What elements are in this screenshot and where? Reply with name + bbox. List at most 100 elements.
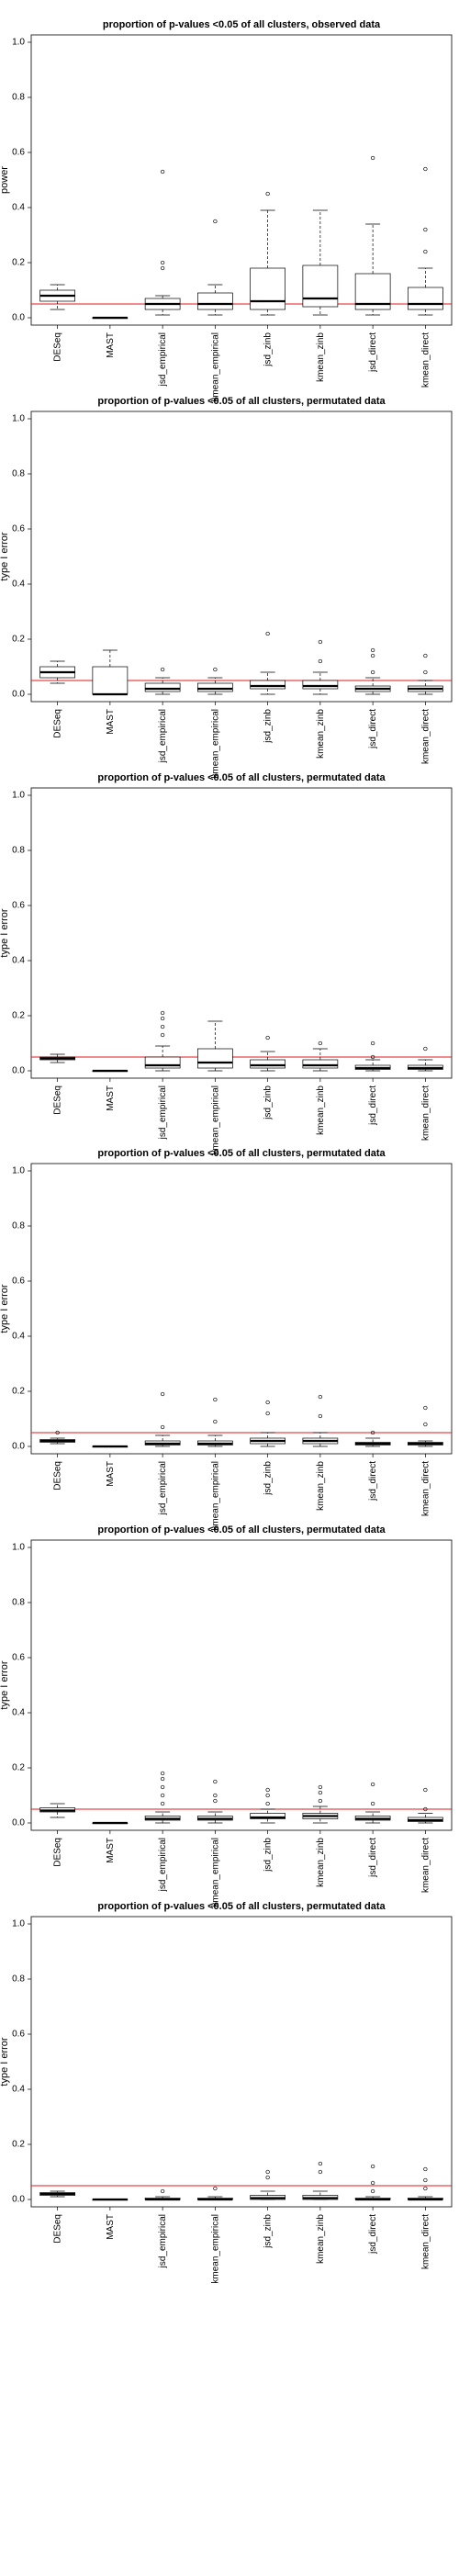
box-kmean_zinb xyxy=(302,1784,339,1824)
outlier-point xyxy=(265,631,270,636)
plot-frame xyxy=(30,411,453,703)
box-iqr xyxy=(250,267,285,310)
outlier-point xyxy=(423,669,428,675)
box-jsd_direct xyxy=(354,1782,391,1824)
outlier-point xyxy=(318,639,323,645)
x-tick-label: DESeq xyxy=(53,332,63,362)
outlier-point xyxy=(370,1041,375,1046)
outlier-point xyxy=(318,1790,323,1795)
x-tick-label: jsd_zinb xyxy=(263,709,274,744)
box-kmean_empirical xyxy=(197,667,233,695)
outlier-point xyxy=(423,653,428,658)
box-kmean_direct xyxy=(408,1405,443,1447)
y-axis-label: power xyxy=(0,166,10,194)
outlier-point xyxy=(423,1046,428,1052)
box-jsd_empirical xyxy=(144,1771,181,1824)
x-tick-label: DESeq xyxy=(53,1461,63,1490)
y-tick-label: 0.2 xyxy=(12,1763,25,1773)
box-DESeq xyxy=(39,660,75,684)
y-tick-label: 0.6 xyxy=(12,1653,25,1663)
y-tick-label: 1.0 xyxy=(12,791,25,801)
outlier-point xyxy=(160,1391,165,1397)
y-tick-label: 0.8 xyxy=(12,469,25,479)
outlier-point xyxy=(318,1041,323,1046)
y-axis-label: type I error xyxy=(0,1284,10,1333)
box-iqr xyxy=(302,680,339,690)
outlier-point xyxy=(213,1779,218,1784)
box-jsd_direct xyxy=(354,155,391,316)
x-tick-label: kmean_zinb xyxy=(316,709,326,759)
x-tick-label: kmean_zinb xyxy=(316,1461,326,1511)
outlier-point xyxy=(160,260,165,265)
outlier-point xyxy=(370,1430,375,1435)
outlier-point xyxy=(318,1413,323,1419)
outlier-point xyxy=(213,219,218,224)
plot-frame xyxy=(30,34,453,326)
x-tick-label: jsd_empirical xyxy=(158,1086,168,1140)
outlier-point xyxy=(160,169,165,174)
box-kmean_zinb xyxy=(302,639,339,695)
outlier-point xyxy=(370,1782,375,1787)
box-iqr xyxy=(197,682,233,692)
y-axis-label: type I error xyxy=(0,908,10,958)
chart-panel: proportion of p-values <0.05 of all clus… xyxy=(0,1524,453,1907)
x-tick-label: jsd_zinb xyxy=(263,2214,274,2249)
chart-panel: proportion of p-values <0.05 of all clus… xyxy=(0,19,453,402)
x-tick-label: kmean_empirical xyxy=(210,1838,220,1907)
outlier-point xyxy=(423,2186,428,2191)
outlier-point xyxy=(160,1032,165,1038)
outlier-point xyxy=(423,1787,428,1793)
x-tick-label: DESeq xyxy=(53,1838,63,1867)
x-tick-label: kmean_direct xyxy=(420,709,431,764)
chart-title: proportion of p-values <0.05 of all clus… xyxy=(97,396,386,407)
x-tick-label: MAST xyxy=(106,709,116,735)
box-jsd_empirical xyxy=(144,667,181,695)
chart-title: proportion of p-values <0.05 of all clus… xyxy=(97,1148,386,1159)
outlier-point xyxy=(423,1405,428,1411)
outlier-point xyxy=(160,667,165,672)
x-tick-label: kmean_direct xyxy=(420,1838,431,1893)
x-tick-label: jsd_empirical xyxy=(158,1838,168,1892)
box-MAST xyxy=(92,2198,129,2201)
outlier-point xyxy=(370,653,375,658)
outlier-point xyxy=(213,667,218,672)
outlier-point xyxy=(318,2169,323,2175)
y-tick-label: 0.0 xyxy=(12,313,25,323)
x-tick-label: kmean_empirical xyxy=(210,1086,220,1155)
box-jsd_direct xyxy=(354,1430,391,1447)
x-tick-label: jsd_zinb xyxy=(263,332,274,367)
box-jsd_zinb xyxy=(250,1400,285,1447)
x-tick-label: jsd_empirical xyxy=(158,2214,168,2268)
outlier-point xyxy=(160,1016,165,1021)
x-tick-label: jsd_empirical xyxy=(158,709,168,763)
y-tick-label: 0.4 xyxy=(12,956,25,966)
x-tick-label: DESeq xyxy=(53,2214,63,2244)
outlier-point xyxy=(370,2180,375,2186)
box-kmean_empirical xyxy=(197,1397,233,1447)
y-tick-label: 0.6 xyxy=(12,148,25,158)
x-tick-label: DESeq xyxy=(53,709,63,738)
outlier-point xyxy=(370,669,375,675)
y-tick-label: 0.6 xyxy=(12,524,25,534)
chart-panel: proportion of p-values <0.05 of all clus… xyxy=(0,396,453,779)
box-DESeq xyxy=(39,1430,75,1445)
box-jsd_zinb xyxy=(250,191,285,316)
x-tick-label: DESeq xyxy=(53,1086,63,1115)
y-tick-label: 0.8 xyxy=(12,1598,25,1608)
outlier-point xyxy=(370,647,375,653)
x-tick-label: jsd_empirical xyxy=(158,1461,168,1515)
outlier-point xyxy=(213,1419,218,1424)
outlier-point xyxy=(423,2177,428,2183)
x-tick-label: jsd_direct xyxy=(368,2214,378,2255)
box-jsd_zinb xyxy=(250,631,285,695)
box-jsd_empirical xyxy=(144,2188,181,2201)
outlier-point xyxy=(423,249,428,254)
box-DESeq xyxy=(39,2190,75,2198)
outlier-point xyxy=(318,1394,323,1400)
x-tick-label: jsd_empirical xyxy=(158,332,168,387)
y-tick-label: 0.4 xyxy=(12,2085,25,2095)
y-tick-label: 0.2 xyxy=(12,635,25,645)
outlier-point xyxy=(423,1806,428,1812)
